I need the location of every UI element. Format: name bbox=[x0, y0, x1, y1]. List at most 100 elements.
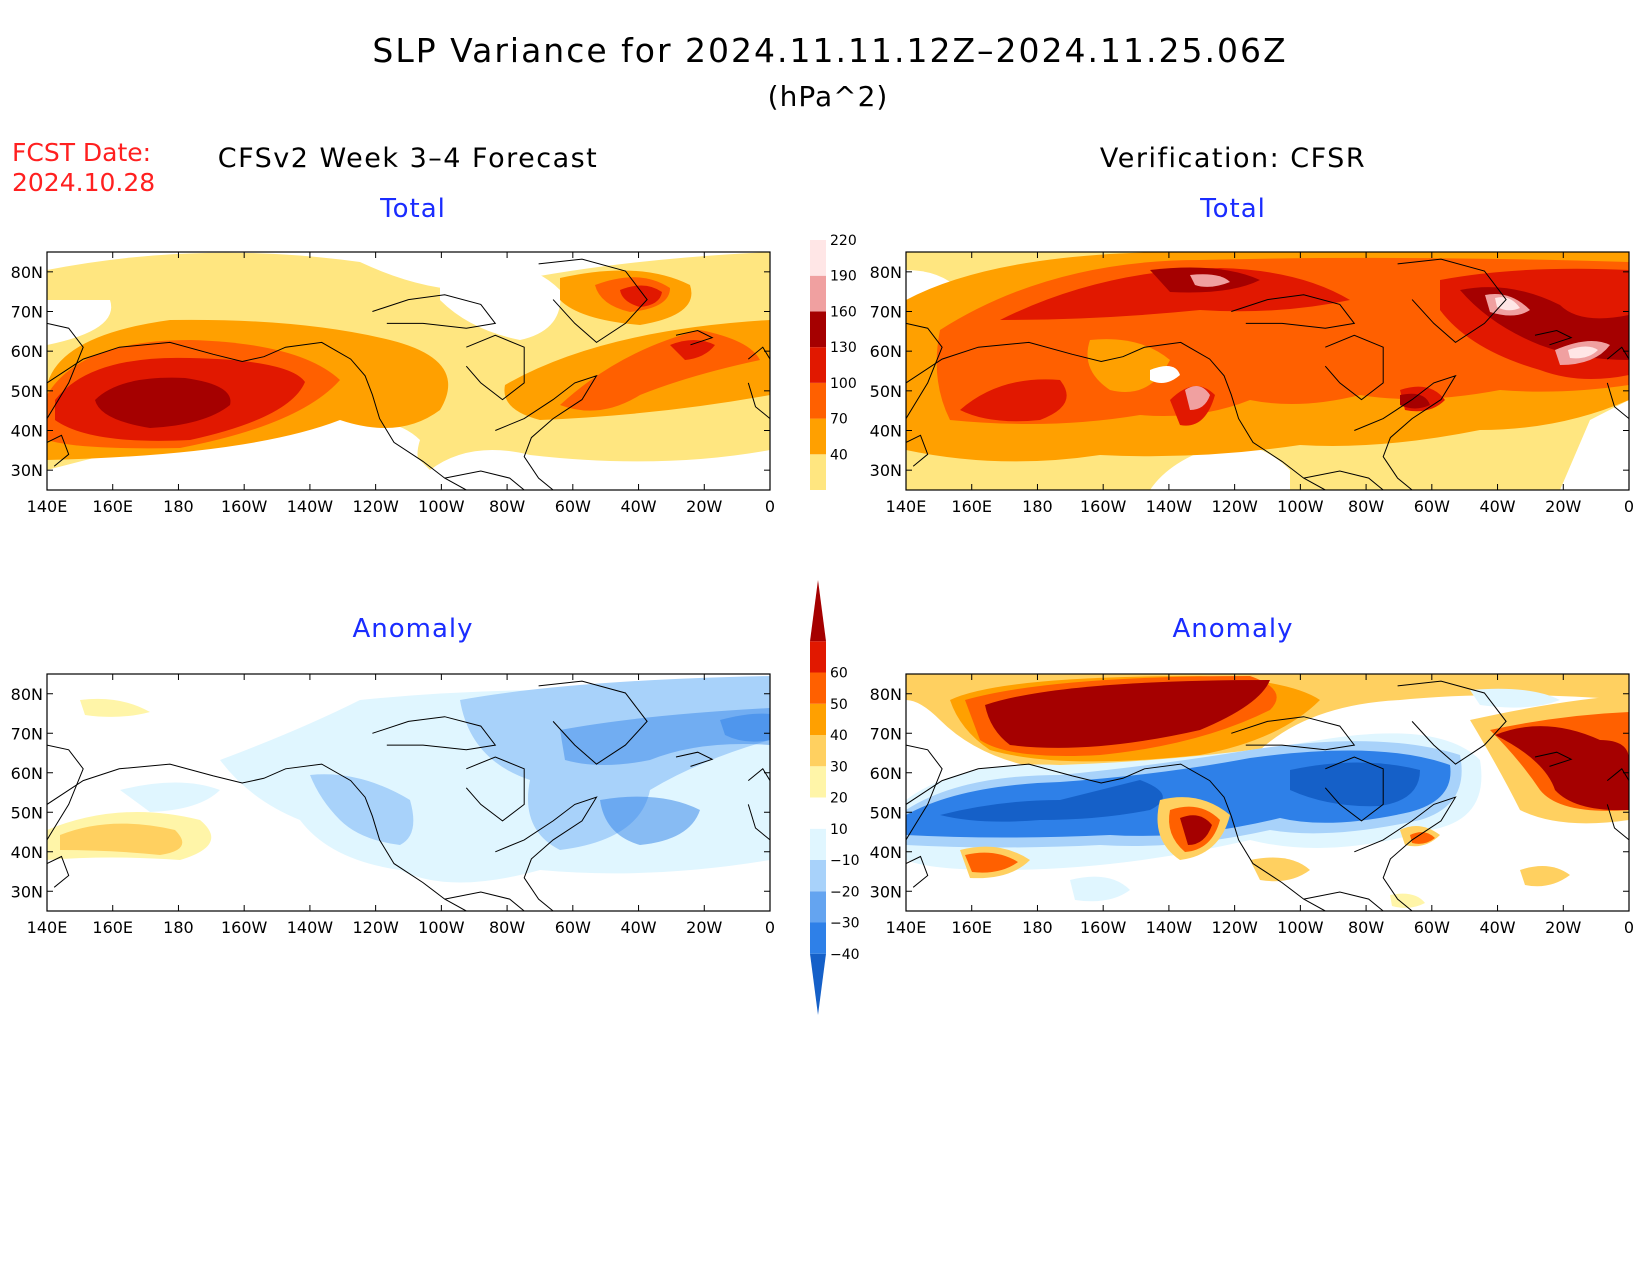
panel-forecast-total bbox=[47, 252, 770, 490]
lon-tick-label: 60W bbox=[555, 918, 591, 937]
coastline-segment bbox=[495, 796, 598, 911]
lon-tick-label: 160W bbox=[221, 918, 268, 937]
lon-tick-label: 140E bbox=[886, 918, 927, 937]
coastline-segment bbox=[372, 716, 497, 751]
coastline-segment bbox=[747, 346, 770, 420]
coastline-segment bbox=[444, 891, 525, 911]
coastline-segment bbox=[1303, 470, 1384, 490]
coastlines bbox=[47, 258, 1629, 911]
colorbar-label: 40 bbox=[830, 728, 848, 744]
lon-tick-label: 40W bbox=[1479, 918, 1515, 937]
lon-tick-label: 140E bbox=[27, 918, 68, 937]
coastline-verification-total bbox=[906, 258, 1629, 490]
lat-tick-label: 50N bbox=[11, 803, 43, 822]
lon-tick-label: 40W bbox=[620, 918, 656, 937]
lon-tick-label: 80W bbox=[1348, 497, 1384, 516]
colorbar-label: 10 bbox=[830, 822, 848, 838]
panel-label-forecast-anomaly: Anomaly bbox=[352, 614, 473, 644]
fcst-date-label: FCST Date: bbox=[12, 138, 151, 167]
colorbar-label: −20 bbox=[830, 884, 860, 900]
colorbar-swatch bbox=[810, 240, 826, 276]
lon-tick-label: 180 bbox=[1022, 918, 1053, 937]
coastline-segment bbox=[1606, 768, 1629, 841]
colorbar-label: 60 bbox=[830, 666, 848, 682]
lon-tick-label: 0 bbox=[765, 497, 775, 516]
lon-tick-label: 160E bbox=[951, 918, 992, 937]
colorbar-swatch bbox=[810, 641, 826, 673]
lon-tick-label: 100W bbox=[1277, 918, 1324, 937]
panel-frame-forecast-total bbox=[46, 251, 771, 491]
colorbar-label: −30 bbox=[830, 916, 860, 932]
panel-frames: 80N 70N 60N 50N 40N 30N 140E 160E 180 160W 140W 120… bbox=[11, 251, 1634, 937]
lon-tick-label: 140E bbox=[886, 497, 927, 516]
panel-verification-total bbox=[906, 252, 1629, 490]
lat-tick-label: 70N bbox=[870, 303, 902, 322]
colorbar-swatch bbox=[810, 735, 826, 767]
colorbar-label: 190 bbox=[830, 269, 857, 285]
shading-forecast-anomaly bbox=[47, 676, 770, 883]
lon-tick-label: 140W bbox=[287, 918, 334, 937]
coastline-segment bbox=[47, 763, 467, 911]
colorbar-label: 40 bbox=[830, 447, 848, 463]
colorbar-swatch bbox=[810, 454, 826, 490]
coastline-segment bbox=[1324, 756, 1384, 822]
lon-tick-label: 80W bbox=[489, 497, 525, 516]
lat-tick-label: 70N bbox=[11, 724, 43, 743]
coastline-segment bbox=[1354, 796, 1457, 911]
coastline-segment bbox=[1397, 680, 1507, 765]
coastline-segment bbox=[372, 294, 497, 329]
colorbar-label: 50 bbox=[830, 697, 848, 713]
lon-tick-label: 140E bbox=[27, 497, 68, 516]
lon-tick-label: 20W bbox=[1545, 918, 1581, 937]
colorbar-swatch bbox=[810, 766, 826, 798]
coastline-forecast-anomaly bbox=[47, 680, 770, 911]
coastline-segment bbox=[47, 341, 467, 490]
lon-tick-label: 0 bbox=[1624, 918, 1634, 937]
panel-frame-forecast-anomaly bbox=[46, 673, 771, 912]
lat-tick-label: 60N bbox=[11, 764, 43, 783]
lon-tick-label: 20W bbox=[686, 497, 722, 516]
lat-tick-label: 70N bbox=[870, 724, 902, 743]
colorbar-swatch bbox=[810, 311, 826, 348]
coastline-segment bbox=[1324, 334, 1384, 401]
lat-tick-label: 50N bbox=[11, 382, 43, 401]
colorbar-swatch bbox=[810, 382, 826, 419]
lon-tick-label: 140W bbox=[287, 497, 334, 516]
panel-label-verification-anomaly: Anomaly bbox=[1172, 614, 1293, 644]
panel-frame-verification-total bbox=[905, 251, 1630, 491]
coastline-segment bbox=[444, 470, 525, 490]
lon-tick-label: 80W bbox=[1348, 918, 1384, 937]
colorbar-swatch bbox=[810, 860, 826, 892]
colorbar-swatch bbox=[810, 580, 826, 642]
lon-tick-label: 100W bbox=[418, 497, 465, 516]
lat-tick-label: 40N bbox=[870, 422, 902, 441]
lat-tick-label: 40N bbox=[870, 843, 902, 862]
lat-tick-label: 60N bbox=[11, 342, 43, 361]
colorbar-label: 20 bbox=[830, 791, 848, 807]
right-header: Verification: CFSR bbox=[1100, 143, 1366, 174]
panel-label-forecast-total: Total bbox=[379, 194, 446, 224]
colorbar-label: −40 bbox=[830, 947, 860, 963]
lat-tick-label: 60N bbox=[870, 764, 902, 783]
colorbar-swatch bbox=[810, 703, 826, 735]
lon-tick-label: 160E bbox=[951, 497, 992, 516]
lat-tick-label: 60N bbox=[870, 342, 902, 361]
lon-tick-label: 40W bbox=[620, 497, 656, 516]
lon-tick-label: 20W bbox=[1545, 497, 1581, 516]
colorbar-label: 160 bbox=[830, 304, 857, 320]
coastline-segment bbox=[1606, 346, 1629, 420]
lat-tick-label: 30N bbox=[870, 461, 902, 480]
coastline-segment bbox=[495, 374, 598, 490]
lat-tick-label: 80N bbox=[870, 263, 902, 282]
panel-frame-verification-anomaly bbox=[905, 673, 1630, 912]
lon-tick-label: 180 bbox=[1022, 497, 1053, 516]
lon-tick-label: 180 bbox=[163, 918, 194, 937]
coastline-segment bbox=[906, 855, 929, 888]
panel-label-verification-total: Total bbox=[1199, 194, 1266, 224]
colorbar-swatch bbox=[810, 922, 826, 954]
coastline-segment bbox=[465, 334, 525, 401]
coastline-segment bbox=[906, 322, 943, 419]
colorbar-label: 70 bbox=[830, 412, 848, 428]
lon-tick-label: 60W bbox=[1414, 918, 1450, 937]
coastline-segment bbox=[1397, 258, 1507, 344]
